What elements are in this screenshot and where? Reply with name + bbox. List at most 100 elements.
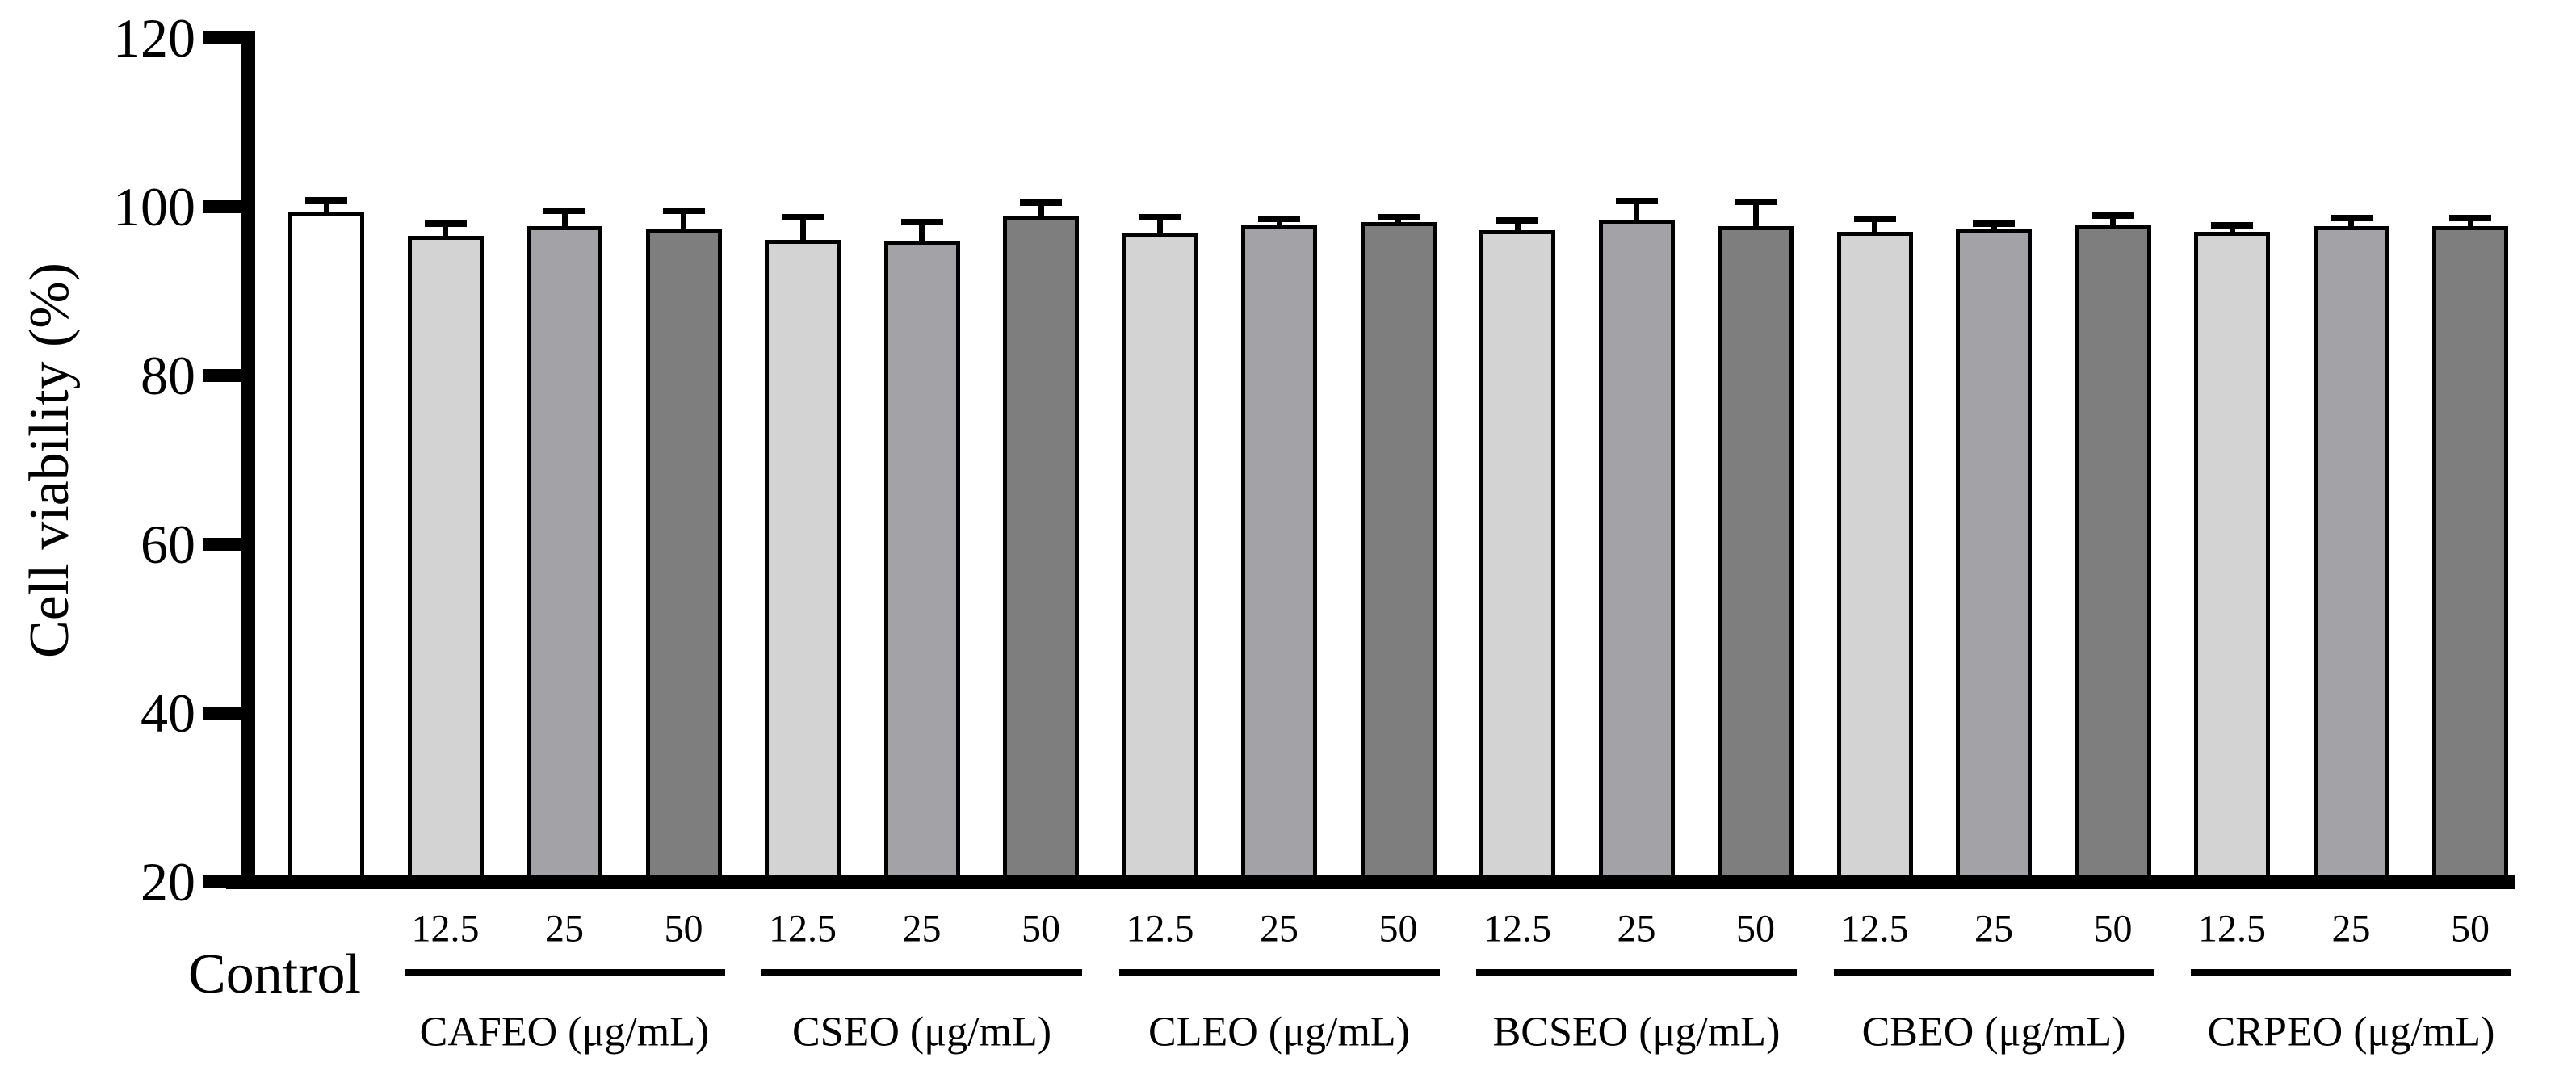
- error-bar-cap: [662, 208, 705, 215]
- bar-cleo-25: [1241, 225, 1317, 886]
- error-bar-cap: [1973, 220, 2015, 227]
- error-bar-cap: [2211, 221, 2253, 229]
- x-dose-label: 25: [1974, 907, 2013, 951]
- group-label-cleo: CLEO (μg/mL): [1148, 1009, 1410, 1056]
- group-underline: [1476, 969, 1797, 976]
- y-tick-label: 100: [113, 176, 195, 237]
- error-bar-stem: [1395, 216, 1401, 227]
- bar-cleo-50: [1360, 221, 1437, 886]
- error-bar-cap: [1615, 197, 1658, 204]
- error-bar-stem: [1872, 218, 1877, 237]
- bar-cseo-50: [1003, 216, 1079, 886]
- x-dose-label: 25: [1260, 907, 1298, 951]
- error-bar-cap: [424, 220, 467, 227]
- x-dose-label: 50: [1378, 907, 1418, 951]
- y-axis-title: Cell viability (%): [19, 262, 81, 658]
- error-bar-cap: [1377, 213, 1420, 220]
- x-dose-label: 50: [1736, 907, 1775, 951]
- x-dose-label: 12.5: [1483, 907, 1551, 951]
- bar-cseo-12.5: [765, 239, 841, 886]
- x-dose-label: 12.5: [769, 907, 837, 951]
- error-bar-stem: [1157, 216, 1163, 239]
- y-tick-label: 60: [141, 514, 195, 575]
- error-bar-cap: [1735, 198, 1777, 205]
- bar-crpeo-50: [2432, 226, 2508, 886]
- x-dose-label: 25: [902, 907, 942, 951]
- bar-crpeo-12.5: [2194, 232, 2270, 886]
- y-tick-mark: [203, 538, 241, 551]
- bar-cbeo-50: [2075, 224, 2151, 886]
- x-dose-label: 12.5: [2198, 907, 2266, 951]
- error-bar-stem: [1038, 202, 1044, 221]
- x-dose-label: 12.5: [1840, 907, 1909, 951]
- x-dose-label: 50: [1022, 907, 1060, 951]
- error-bar-stem: [1276, 218, 1282, 230]
- y-tick-mark: [203, 31, 241, 44]
- error-bar-cap: [2449, 214, 2491, 221]
- error-bar-stem: [323, 199, 329, 218]
- bar-bcseo-12.5: [1479, 230, 1555, 886]
- bar-cafeo-50: [645, 229, 722, 886]
- y-tick-label: 20: [141, 851, 195, 913]
- error-bar-cap: [305, 196, 347, 204]
- error-bar-stem: [561, 211, 568, 232]
- bar-cleo-12.5: [1122, 233, 1198, 886]
- y-tick-mark: [203, 707, 241, 720]
- error-bar-stem: [2467, 217, 2473, 232]
- y-axis-line: [241, 31, 255, 889]
- error-bar-cap: [1853, 215, 1896, 222]
- y-tick-label: 120: [113, 7, 195, 69]
- error-bar-stem: [1634, 200, 1639, 225]
- x-dose-label: 25: [1617, 907, 1656, 951]
- group-label-cafeo: CAFEO (μg/mL): [419, 1009, 710, 1056]
- error-bar-cap: [900, 218, 943, 225]
- bar-cafeo-12.5: [407, 235, 484, 886]
- error-bar-cap: [1020, 199, 1062, 206]
- x-dose-label: 12.5: [1126, 907, 1194, 951]
- error-bar-stem: [2348, 217, 2354, 232]
- group-label-cbeo: CBEO (μg/mL): [1861, 1009, 2126, 1056]
- error-bar-cap: [782, 213, 824, 220]
- bar-cafeo-25: [527, 226, 602, 886]
- x-dose-label: 25: [2331, 907, 2371, 951]
- group-underline: [404, 969, 725, 976]
- y-tick-label: 40: [141, 682, 195, 744]
- error-bar-stem: [2229, 225, 2235, 237]
- group-underline: [2191, 969, 2511, 976]
- y-tick-mark: [203, 200, 241, 213]
- x-label-control: Control: [188, 943, 361, 1005]
- group-label-bcseo: BCSEO (μg/mL): [1492, 1009, 1781, 1056]
- group-label-crpeo: CRPEO (μg/mL): [2207, 1009, 2495, 1056]
- error-bar-stem: [681, 211, 686, 235]
- bar-bcseo-25: [1598, 219, 1675, 886]
- x-dose-label: 50: [664, 907, 703, 951]
- bar-crpeo-25: [2313, 226, 2389, 886]
- error-bar-cap: [1139, 213, 1181, 220]
- x-dose-label: 25: [545, 907, 584, 951]
- error-bar-stem: [1752, 201, 1759, 232]
- group-label-cseo: CSEO (μg/mL): [791, 1009, 1052, 1056]
- y-tick-label: 80: [141, 345, 195, 406]
- error-bar-cap: [543, 208, 585, 215]
- bar-bcseo-50: [1718, 226, 1794, 886]
- x-dose-label: 50: [2093, 907, 2133, 951]
- bar-control: [288, 212, 364, 886]
- group-underline: [1118, 969, 1440, 976]
- error-bar-stem: [919, 221, 925, 246]
- x-dose-label: 12.5: [411, 907, 480, 951]
- error-bar-cap: [1258, 215, 1300, 222]
- x-dose-label: 50: [2451, 907, 2490, 951]
- bar-cseo-25: [883, 240, 960, 886]
- error-bar-stem: [1991, 223, 1997, 234]
- bar-cbeo-12.5: [1836, 232, 1913, 886]
- x-axis-line: [226, 875, 2515, 889]
- group-underline: [1833, 969, 2154, 976]
- error-bar-cap: [1496, 216, 1538, 224]
- y-tick-mark: [203, 369, 241, 382]
- error-bar-stem: [443, 223, 448, 241]
- bar-cbeo-25: [1956, 229, 2032, 886]
- error-bar-cap: [2091, 212, 2134, 220]
- group-underline: [761, 969, 1082, 976]
- error-bar-cap: [2330, 214, 2373, 221]
